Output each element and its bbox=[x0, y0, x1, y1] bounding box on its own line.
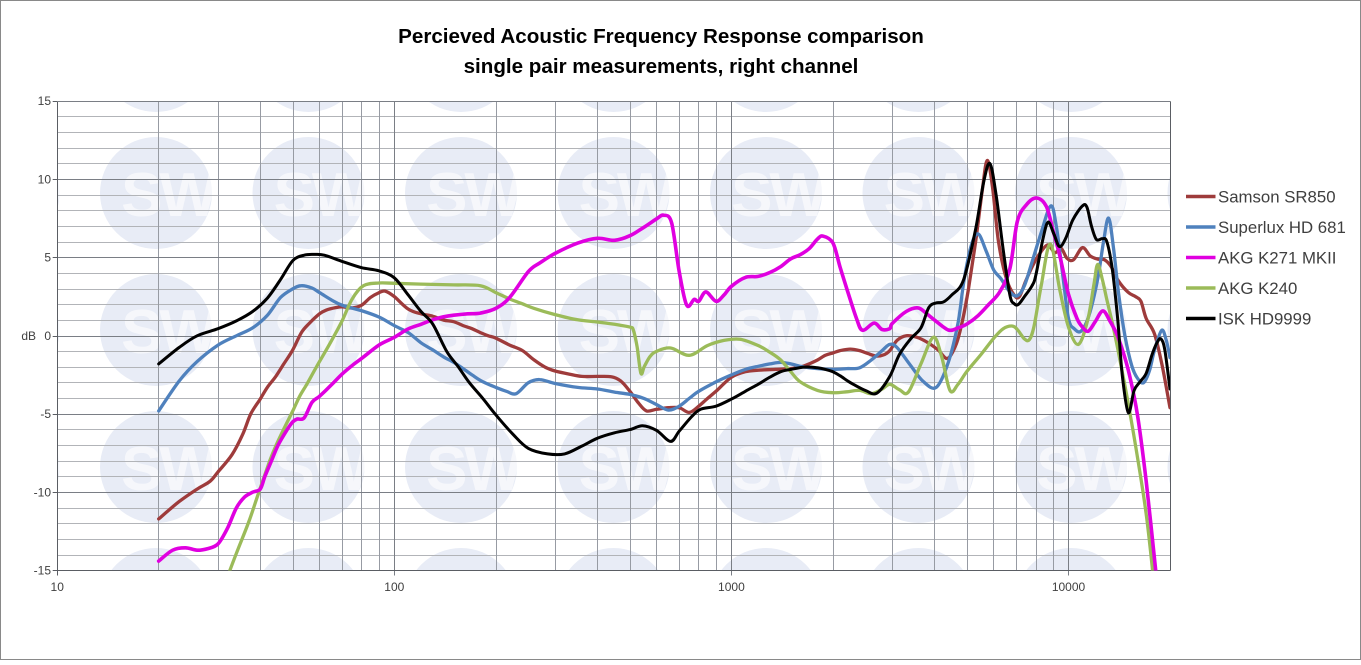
svg-text:10: 10 bbox=[38, 172, 52, 186]
svg-text:dB: dB bbox=[21, 329, 36, 343]
svg-text:100: 100 bbox=[384, 580, 404, 594]
svg-text:10000: 10000 bbox=[1052, 580, 1086, 594]
svg-text:15: 15 bbox=[38, 94, 52, 108]
svg-text:Percieved Acoustic Frequency R: Percieved Acoustic Frequency Response co… bbox=[398, 25, 924, 48]
svg-text:5: 5 bbox=[44, 251, 51, 265]
svg-text:ISK HD9999: ISK HD9999 bbox=[1218, 310, 1311, 329]
svg-text:AKG K240: AKG K240 bbox=[1218, 279, 1297, 298]
svg-text:10: 10 bbox=[51, 580, 65, 594]
svg-text:Superlux HD 681: Superlux HD 681 bbox=[1218, 218, 1346, 237]
svg-text:SW: SW bbox=[579, 298, 676, 367]
svg-text:1000: 1000 bbox=[718, 580, 745, 594]
svg-text:0: 0 bbox=[44, 329, 51, 343]
svg-text:Samson SR850: Samson SR850 bbox=[1218, 188, 1336, 207]
svg-text:single pair measurements, righ: single pair measurements, right channel bbox=[464, 55, 859, 78]
svg-text:AKG K271 MKII: AKG K271 MKII bbox=[1218, 249, 1336, 268]
svg-text:SW: SW bbox=[731, 298, 828, 367]
svg-text:-10: -10 bbox=[34, 485, 52, 499]
svg-text:-5: -5 bbox=[40, 407, 51, 421]
svg-text:-15: -15 bbox=[34, 564, 52, 578]
